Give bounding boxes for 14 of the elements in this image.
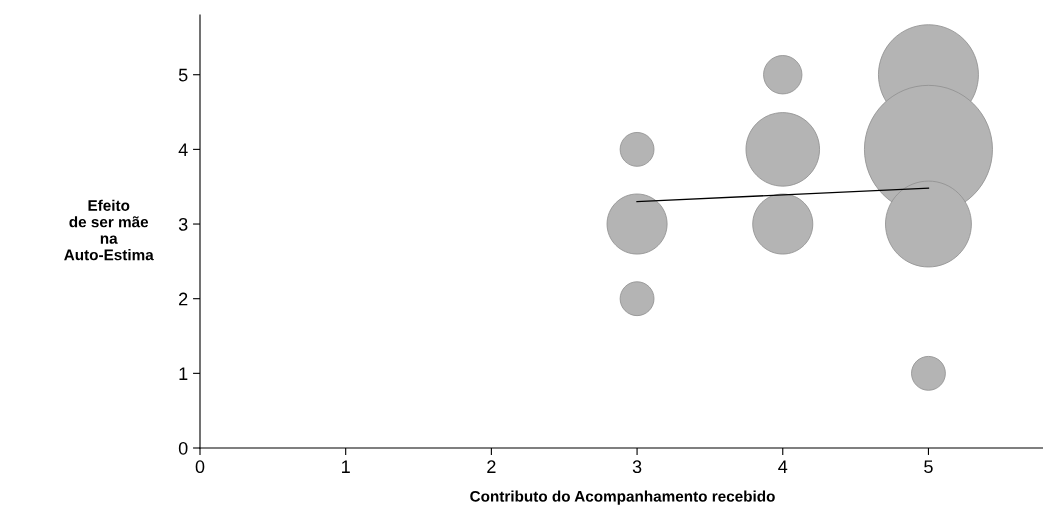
x-axis-title: Contributo do Acompanhamento recebido bbox=[470, 490, 775, 505]
y-tick-label: 3 bbox=[178, 217, 188, 231]
y-tick-label: 0 bbox=[178, 441, 188, 455]
x-tick-label: 4 bbox=[778, 460, 788, 473]
y-tick-label: 5 bbox=[178, 68, 188, 82]
x-tick-label: 3 bbox=[632, 460, 642, 474]
x-tick-label: 2 bbox=[487, 460, 496, 473]
x-tick-label: 1 bbox=[342, 460, 350, 473]
y-tick-label: 2 bbox=[179, 292, 188, 306]
y-tick-label: 4 bbox=[178, 143, 188, 156]
x-tick-label: 0 bbox=[195, 460, 205, 474]
y-tick-label: 1 bbox=[179, 367, 188, 380]
y-axis-title: Efeito de ser mãe na Auto-Estima bbox=[64, 199, 154, 261]
x-tick-label: 5 bbox=[924, 460, 933, 474]
